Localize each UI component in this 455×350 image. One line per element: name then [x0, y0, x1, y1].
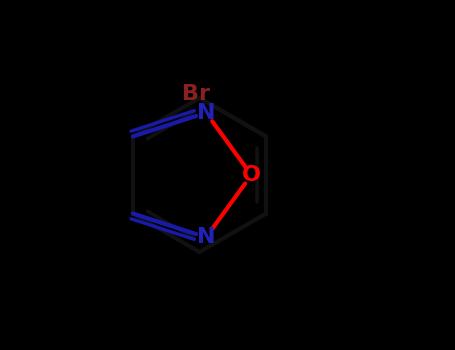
Text: Br: Br [182, 84, 210, 105]
Text: N: N [197, 103, 215, 123]
Text: O: O [242, 165, 261, 185]
Text: N: N [197, 227, 215, 247]
